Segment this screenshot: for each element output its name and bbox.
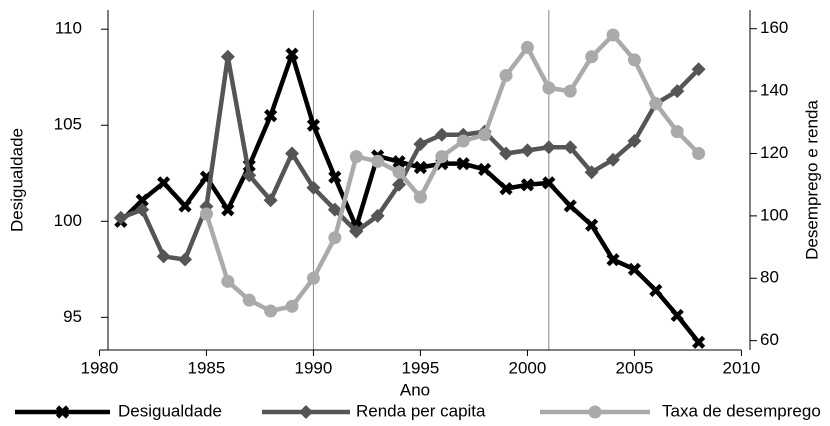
point [520, 178, 535, 192]
y2-tick-label: 140 [760, 81, 788, 100]
point [434, 127, 449, 142]
point [435, 150, 449, 164]
point [156, 249, 171, 264]
y-axis-label: Desigualdade [7, 128, 26, 232]
point [263, 193, 278, 208]
point [327, 202, 342, 217]
point [157, 176, 171, 190]
point [392, 155, 406, 169]
point [113, 210, 128, 225]
point [627, 53, 641, 67]
x-tick-label: 2010 [723, 358, 761, 377]
point [542, 81, 556, 95]
legend-label: Renda per capita [356, 401, 486, 420]
point [692, 146, 706, 160]
point [285, 47, 299, 61]
point [242, 293, 256, 307]
y-tick-label: 100 [54, 211, 82, 230]
point [606, 253, 620, 267]
point [264, 109, 278, 123]
point [220, 49, 235, 64]
y2-axis-label: Desemprego e renda [802, 100, 821, 260]
point [499, 182, 513, 196]
x-tick-label: 1990 [295, 358, 333, 377]
legend-marker [588, 405, 602, 419]
point [371, 154, 385, 168]
point [520, 40, 534, 54]
point [285, 146, 300, 161]
point [563, 84, 577, 98]
point [370, 208, 385, 223]
point [264, 304, 278, 318]
point [499, 69, 513, 83]
point [584, 165, 599, 180]
point [606, 152, 621, 167]
point [692, 335, 706, 349]
x-tick-label: 1980 [81, 358, 119, 377]
point [499, 146, 514, 161]
point [478, 128, 492, 142]
legend-label: Desigualdade [118, 401, 222, 420]
point [670, 308, 684, 323]
point [606, 28, 620, 42]
point [285, 299, 299, 313]
x-tick-label: 2005 [616, 358, 654, 377]
point [349, 150, 363, 164]
y-tick-label: 110 [55, 19, 82, 38]
x-tick-label: 1995 [402, 358, 440, 377]
series-line [120, 54, 701, 262]
point [306, 118, 321, 132]
point [649, 97, 663, 111]
point [199, 207, 213, 221]
point [306, 271, 320, 285]
point [349, 224, 364, 239]
point [585, 50, 599, 64]
point [413, 137, 428, 152]
y2-tick-label: 160 [760, 18, 788, 37]
legend-marker [55, 405, 70, 419]
legend-label: Taxa de desemprego [662, 401, 821, 420]
point [456, 157, 470, 171]
point [585, 218, 599, 232]
point [691, 62, 706, 77]
point [242, 168, 257, 183]
y2-tick-label: 120 [760, 143, 788, 162]
legend-marker [299, 405, 313, 419]
y2-tick-label: 80 [760, 268, 779, 287]
point [306, 180, 321, 195]
point [413, 160, 428, 175]
point [627, 262, 642, 276]
point [627, 134, 642, 149]
x-tick-label: 2000 [509, 358, 547, 377]
point [221, 274, 235, 288]
y-tick-label: 105 [54, 115, 82, 134]
point [135, 193, 149, 207]
point [392, 165, 406, 179]
point [221, 203, 235, 217]
point [670, 125, 684, 139]
point [649, 283, 663, 298]
point [413, 190, 427, 204]
y2-tick-label: 100 [760, 205, 788, 224]
point [135, 202, 150, 217]
point [456, 134, 470, 148]
point [541, 140, 556, 155]
point [563, 199, 577, 213]
point [563, 140, 578, 155]
series-line [204, 32, 701, 314]
point [520, 143, 535, 158]
point [178, 252, 193, 267]
point [328, 231, 342, 245]
point [478, 162, 492, 177]
point [670, 84, 685, 99]
y-tick-label: 95 [63, 307, 82, 326]
point [542, 176, 556, 190]
y2-tick-label: 60 [760, 330, 779, 349]
x-axis-label: Ano [400, 380, 430, 399]
x-tick-label: 1985 [188, 358, 226, 377]
point [178, 199, 192, 213]
point [392, 177, 407, 192]
point [328, 170, 342, 184]
